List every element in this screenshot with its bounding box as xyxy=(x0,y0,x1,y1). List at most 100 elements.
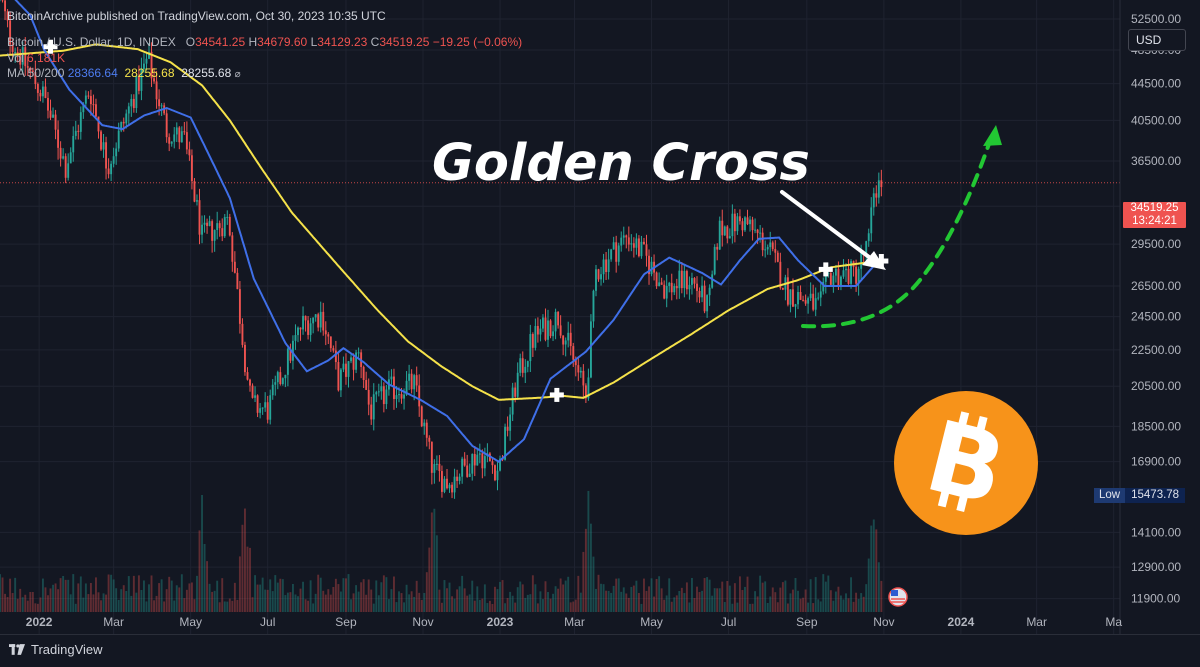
volume-bar xyxy=(47,595,49,612)
volume-bar xyxy=(183,598,185,612)
open-value: 34541.25 xyxy=(195,35,245,49)
symbol-name[interactable]: Bitcoin / U.S. Dollar, 1D, INDEX xyxy=(7,35,176,49)
candle-body xyxy=(686,271,688,289)
candle-body xyxy=(547,320,549,339)
volume-bar xyxy=(742,590,744,612)
volume-bar xyxy=(302,582,304,612)
volume-bar xyxy=(320,578,322,612)
volume-bar xyxy=(39,597,41,612)
volume-bar xyxy=(461,576,463,612)
currency-button[interactable]: USD xyxy=(1128,29,1186,51)
us-flag-icon[interactable] xyxy=(889,588,907,606)
candle-body xyxy=(317,314,319,327)
candle-body xyxy=(716,247,718,250)
candle-body xyxy=(681,271,683,288)
volume-bar xyxy=(140,590,142,612)
volume-bar xyxy=(696,587,698,612)
volume-bar xyxy=(176,585,178,612)
candle-body xyxy=(226,217,228,218)
candle-body xyxy=(320,312,322,328)
volume-bar xyxy=(178,587,180,612)
volume-bar xyxy=(370,590,372,612)
candle-body xyxy=(325,330,327,334)
volume-bar xyxy=(7,597,9,612)
candle-body xyxy=(726,227,728,239)
volume-bar xyxy=(146,601,148,612)
candle-body xyxy=(565,340,567,344)
candle-body xyxy=(42,87,44,97)
volume-bar xyxy=(759,576,761,612)
volume-bar xyxy=(630,587,632,612)
candle-body xyxy=(638,238,640,256)
volume-bar xyxy=(22,597,24,612)
volume-bar xyxy=(719,588,721,612)
candle-body xyxy=(860,253,862,269)
volume-bar xyxy=(166,589,168,612)
candle-body xyxy=(812,294,814,310)
volume-bar xyxy=(315,594,317,612)
volume-bar xyxy=(128,576,130,612)
candle-body xyxy=(699,291,701,297)
candle-body xyxy=(678,271,680,288)
volume-bar xyxy=(332,587,334,612)
candle-body xyxy=(595,269,597,291)
volume-bar xyxy=(158,583,160,612)
ma-label[interactable]: MA 50/200 xyxy=(7,66,64,80)
volume-bar xyxy=(421,600,423,612)
candle-body xyxy=(449,485,451,488)
candle-body xyxy=(188,149,190,155)
candle-body xyxy=(744,217,746,230)
volume-bar xyxy=(724,602,726,612)
volume-bar xyxy=(736,603,738,612)
volume-bar xyxy=(517,587,519,612)
volume-bar xyxy=(560,578,562,612)
volume-bar xyxy=(782,582,784,612)
candle-body xyxy=(757,230,759,233)
volume-bar xyxy=(254,575,256,612)
candle-body xyxy=(262,408,264,409)
candle-body xyxy=(610,249,612,259)
volume-bar xyxy=(686,582,688,612)
candle-body xyxy=(199,200,201,234)
volume-bar xyxy=(454,599,456,612)
candle-body xyxy=(171,142,173,144)
volume-bar xyxy=(805,589,807,612)
volume-bar xyxy=(524,598,526,612)
volume-bar xyxy=(542,599,544,612)
candle-body xyxy=(370,405,372,420)
candle-body xyxy=(848,269,850,284)
volume-bar xyxy=(57,589,59,612)
candle-body xyxy=(532,334,534,348)
tradingview-brand[interactable]: TradingView xyxy=(9,642,103,657)
volume-bar xyxy=(234,583,236,612)
volume-label[interactable]: Vol xyxy=(7,51,24,65)
candle-body xyxy=(630,243,632,244)
candle-body xyxy=(522,358,524,373)
candle-body xyxy=(661,282,663,284)
candle-body xyxy=(797,292,799,304)
x-tick-label: Sep xyxy=(796,615,818,629)
volume-bar xyxy=(620,592,622,612)
candle-body xyxy=(481,453,483,468)
volume-bar xyxy=(252,597,254,612)
low-price-label: Low 15473.78 xyxy=(1094,488,1185,503)
volume-bar xyxy=(441,603,443,612)
candle-body xyxy=(555,312,557,331)
candle-body xyxy=(368,390,370,405)
open-label: O xyxy=(186,35,195,49)
candle-body xyxy=(214,230,216,241)
candle-body xyxy=(840,277,842,286)
candle-body xyxy=(433,464,435,473)
y-tick-label: 24500.00 xyxy=(1131,310,1181,324)
volume-bar xyxy=(817,599,819,612)
volume-bar xyxy=(585,529,587,612)
volume-bar xyxy=(388,599,390,612)
candle-body xyxy=(408,374,410,381)
volume-bar xyxy=(42,579,44,612)
volume-bar xyxy=(663,600,665,612)
candle-body xyxy=(802,300,804,301)
volume-bar xyxy=(123,585,125,612)
candle-body xyxy=(752,220,754,230)
candle-body xyxy=(456,477,458,481)
